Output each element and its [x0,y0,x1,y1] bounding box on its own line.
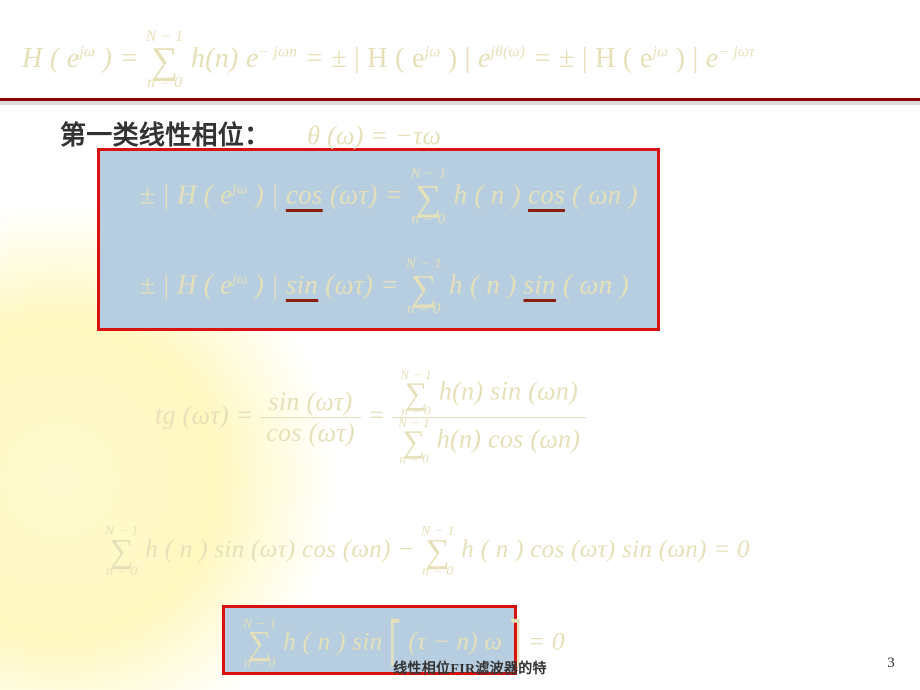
b1l2-b: ) | [248,269,286,299]
long-equation: N − 1 ∑ n = 0 h ( n ) sin (ωτ) cos (ωn) … [105,525,750,578]
top-eq-rhs3sup: jω [653,44,669,61]
b1l1-d: h ( n ) [454,179,528,209]
top-eq-rhs3b-sup: − jωτ [719,44,755,61]
sigma-icon: ∑ [110,538,134,565]
b1l1-b: ) | [248,179,286,209]
box1-line1: ± | H ( ejω ) | cos (ωτ) = N − 1 ∑ n = 0… [140,168,638,226]
b1l2-a: ± | H ( e [140,269,232,299]
mid-f2n-a: h(n) sin (ωn) [439,377,578,406]
horizontal-rule-shadow [0,101,920,105]
long-p2: h ( n ) cos (ωτ) sin (ωn) = 0 [461,536,750,563]
b1l2-d: h ( n ) [449,269,523,299]
sigma-icon: ∑ [426,538,450,565]
mid-f1d: cos (ωτ) [260,417,361,448]
mid-frac2: N − 1 ∑ n = 0 h(n) sin (ωn) N − 1 ∑ n = … [392,370,586,465]
sigma-icon: ∑ [403,429,426,454]
top-eq-rhs3b: e [698,43,718,74]
top-eq-lhs: H ( e [22,43,79,74]
mid-frac1: sin (ωτ) cos (ωτ) [260,387,361,448]
top-eq-rhs3close: ) | [668,43,698,74]
top-eq-abs-sup: jω [425,44,441,61]
footer-text: 线性相位FIR滤波器的特 [340,658,600,678]
sigma-icon: ∑ [415,184,441,213]
top-eq-lhs-sup: jω [79,44,95,61]
mid-f2d-a: h(n) cos (ωn) [437,425,581,454]
mid-lhs: tg (ωτ) = [155,401,260,430]
b1l2-e: ( ωn ) [556,269,629,299]
top-eq-rhs2b: e [471,43,491,74]
top-eq-absclose: ) | [441,43,471,74]
sigma-icon: ∑ [151,46,178,76]
bot-body-c: = 0 [522,628,565,655]
top-eq-rhs3abs: | H ( e [582,43,653,74]
sigma-icon: ∑ [411,274,437,303]
top-eq-rhs2b-sup: jθ(ω) [491,44,525,61]
b1l1-e: ( ωn ) [565,179,638,209]
b1l2-sin2: sin [524,269,556,299]
top-eq-rhs1b: h(n) e [191,43,259,74]
top-eq-abs: | H ( e [354,43,425,74]
sigma-icon: ∑ [248,630,272,657]
top-equation: H ( ejω ) = N − 1 ∑ n = 0 h(n) e− jωn = … [22,30,755,91]
sigma-icon: ∑ [405,381,428,406]
top-eq-rhs1a: ) = [95,43,146,74]
bot-body-a: h ( n ) sin [283,628,389,655]
b1l1-cos: cos [286,179,323,209]
section-heading-row: 第一类线性相位： θ (ω) = −τω [60,115,441,152]
section-heading: 第一类线性相位： [60,121,270,150]
section-heading-eq: θ (ω) = −τω [277,121,441,150]
mid-f1n: sin (ωτ) [260,387,361,417]
box1-line2: ± | H ( ejω ) | sin (ωτ) = N − 1 ∑ n = 0… [140,258,629,316]
middle-equation: tg (ωτ) = sin (ωτ) cos (ωτ) = N − 1 ∑ n … [155,370,586,465]
b1l2-sup: jω [232,271,247,287]
bot-body-b: (τ − n) ω [402,628,509,655]
mid-between: = [368,401,393,430]
b1l1-a: ± | H ( e [140,179,232,209]
b1l1-c: (ωτ) = [323,179,411,209]
top-eq-rhs1b-sup: − jωn [259,44,298,61]
b1l1-cos2: cos [528,179,565,209]
b1l2-c: (ωτ) = [318,269,406,299]
b1l1-sup: jω [232,181,247,197]
long-p1: h ( n ) sin (ωτ) cos (ωn) − [145,536,421,563]
page-number: 3 [855,655,895,672]
top-eq-rhs2a: = ± [305,43,354,74]
top-eq-rhs3a: = ± [532,43,581,74]
b1l2-sin: sin [286,269,318,299]
